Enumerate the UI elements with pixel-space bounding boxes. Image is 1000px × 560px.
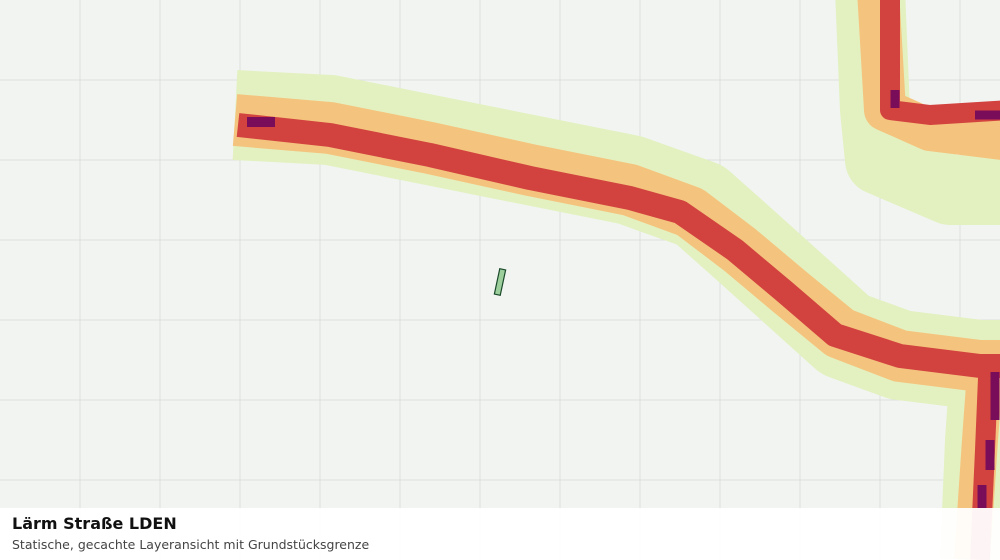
layer-subtitle: Statische, gecachte Layeransicht mit Gru… xyxy=(12,537,370,552)
noise-band-very-high xyxy=(247,90,1000,508)
parcel-boundary xyxy=(493,267,507,297)
layer-title: Lärm Straße LDEN xyxy=(12,514,177,533)
noise-layer xyxy=(232,0,1000,560)
caption-bar: Lärm Straße LDEN Statische, gecachte Lay… xyxy=(0,508,1000,560)
